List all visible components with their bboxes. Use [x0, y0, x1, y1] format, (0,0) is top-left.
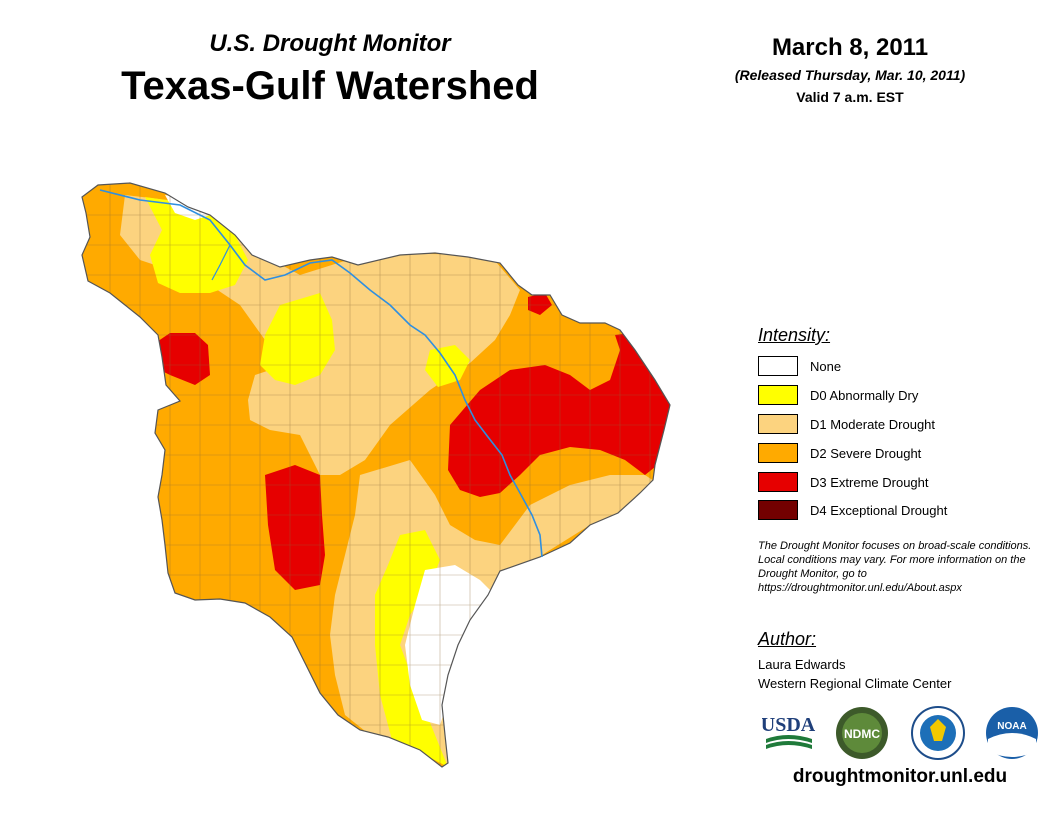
noaa-logo: NOAA — [986, 707, 1038, 759]
ndmc-logo: NDMC — [836, 707, 888, 759]
noaa-logo-text: NOAA — [997, 721, 1026, 732]
author-org: Western Regional Climate Center — [758, 676, 952, 691]
usda-logo: USDA — [762, 714, 816, 749]
legend-swatch-d0 — [758, 385, 798, 405]
author-name: Laura Edwards — [758, 657, 846, 672]
website-url[interactable]: droughtmonitor.unl.edu — [792, 766, 1008, 787]
legend-item-d4: D4 Exceptional Drought — [758, 499, 947, 521]
river-main — [99, 189, 543, 558]
legend-label: D3 Extreme Drought — [810, 474, 929, 490]
legend-label: D0 Abnormally Dry — [810, 387, 919, 403]
legend-item-d3: D3 Extreme Drought — [758, 471, 929, 493]
legend-swatch-d1 — [758, 414, 798, 434]
legend-label: D2 Severe Drought — [810, 445, 922, 461]
watershed-outline — [81, 182, 671, 768]
legend-item-d2: D2 Severe Drought — [758, 442, 921, 464]
author-heading: Author: — [758, 629, 817, 649]
d0-zone-south — [375, 530, 448, 767]
legend-item-d0: D0 Abnormally Dry — [758, 384, 918, 406]
map-date: March 8, 2011 — [771, 34, 929, 61]
river-branch — [211, 244, 231, 281]
ndmc-logo-text: NDMC — [844, 727, 880, 741]
legend-label: D1 Moderate Drought — [810, 416, 936, 432]
legend-item-none: None — [758, 355, 841, 377]
usda-logo-text: USDA — [762, 714, 816, 736]
legend-label: None — [810, 358, 842, 374]
release-date: (Released Thursday, Mar. 10, 2011) — [734, 67, 966, 83]
d3-zone-southwest — [265, 465, 325, 590]
commerce-seal-logo — [911, 706, 965, 760]
legend-item-d1: D1 Moderate Drought — [758, 413, 935, 435]
legend-heading: Intensity: — [758, 325, 831, 345]
legend-swatch-none — [758, 356, 798, 376]
disclaimer-note: The Drought Monitor focuses on broad-sca… — [758, 540, 1032, 594]
valid-time: Valid 7 a.m. EST — [796, 89, 904, 105]
d0-zone-central-west — [260, 293, 335, 385]
d0-zone-central — [425, 345, 470, 387]
legend-swatch-d4 — [758, 500, 798, 520]
legend-swatch-d3 — [758, 472, 798, 492]
map-title: Texas-Gulf Watershed — [121, 64, 539, 108]
legend-label: D4 Exceptional Drought — [810, 502, 948, 518]
legend-swatch-d2 — [758, 443, 798, 463]
agency-logos: USDA NDMC NOAA — [762, 706, 1038, 760]
drought-map — [81, 182, 671, 768]
d3-zone-northeast-spot — [528, 293, 552, 315]
map-subtitle: U.S. Drought Monitor — [209, 30, 451, 57]
d3-zone-west — [145, 333, 210, 385]
